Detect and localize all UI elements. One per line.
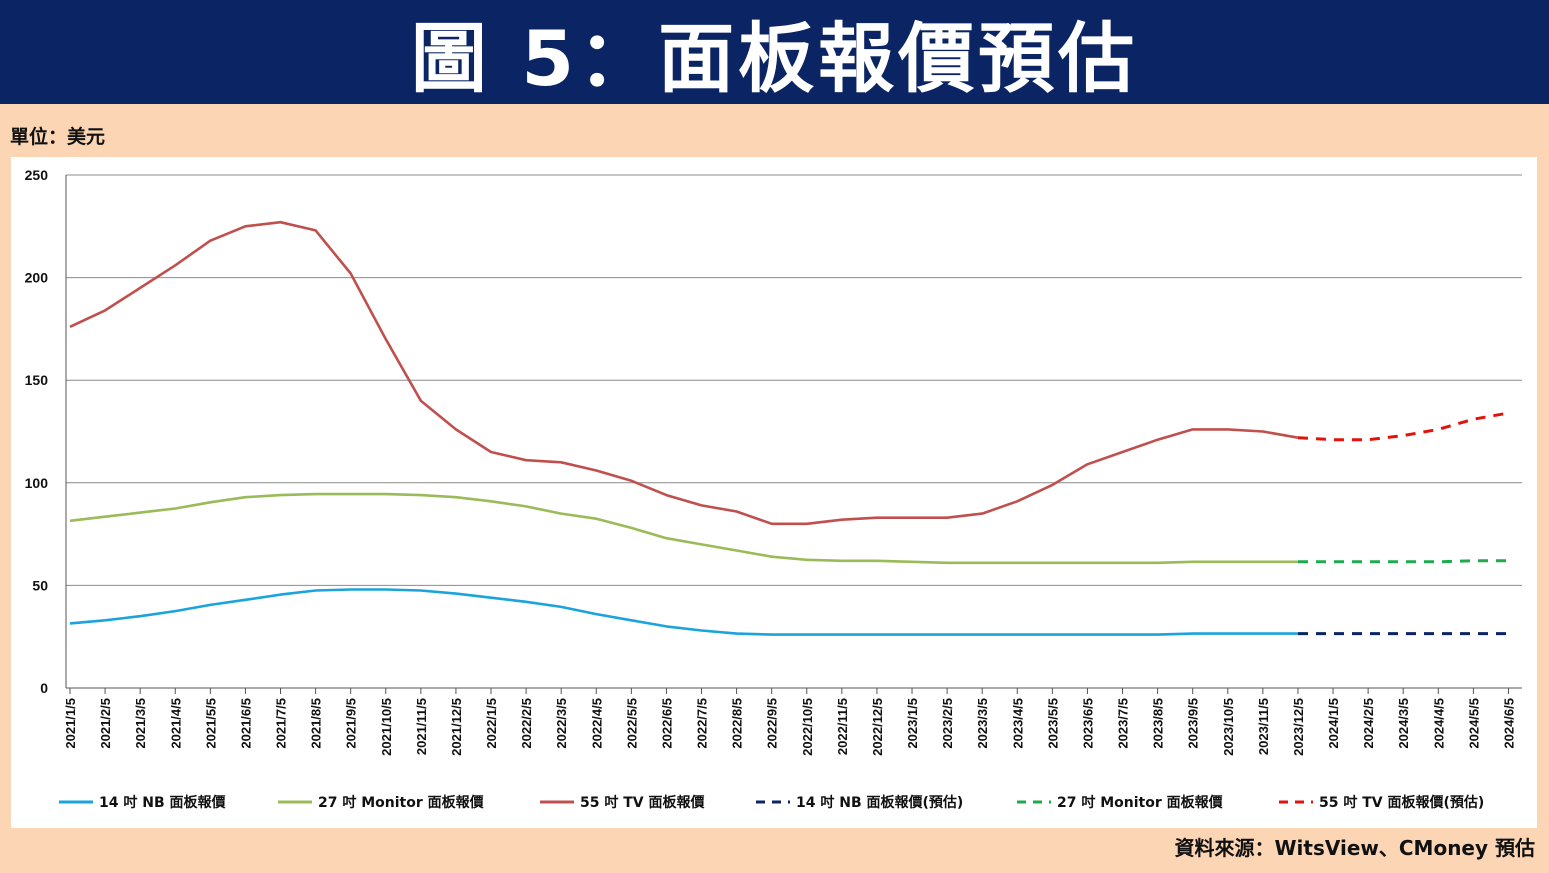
x-tick-label: 2022/2/5 xyxy=(519,698,534,749)
y-tick-label: 100 xyxy=(25,475,49,491)
y-tick-label: 50 xyxy=(32,577,48,593)
x-tick-label: 2023/11/5 xyxy=(1256,698,1271,755)
x-tick-label: 2023/3/5 xyxy=(975,698,990,749)
series-line-2 xyxy=(69,220,1299,526)
y-tick-label: 150 xyxy=(25,372,49,388)
series-line-4 xyxy=(1298,559,1509,564)
x-tick-label: 2021/11/5 xyxy=(414,698,429,755)
legend-label-1: 27 吋 Monitor 面板報價 xyxy=(318,794,485,811)
x-tick-label: 2023/10/5 xyxy=(1221,698,1236,756)
x-tick-label: 2021/10/5 xyxy=(379,698,394,756)
x-tick-label: 2021/3/5 xyxy=(133,698,148,749)
x-tick-label: 2024/6/5 xyxy=(1501,698,1516,749)
x-tick-label: 2023/7/5 xyxy=(1116,698,1131,749)
x-tick-label: 2022/8/5 xyxy=(730,698,745,749)
x-tick-label: 2022/4/5 xyxy=(589,698,604,749)
x-tick-label: 2023/4/5 xyxy=(1010,698,1025,749)
y-tick-label: 0 xyxy=(40,680,48,696)
legend-label-4: 27 吋 Monitor 面板報價 xyxy=(1057,794,1224,811)
legend-label-3: 14 吋 NB 面板報價(預估) xyxy=(796,794,963,811)
x-tick-label: 2021/4/5 xyxy=(168,698,183,749)
x-tick-label: 2021/1/5 xyxy=(63,698,78,749)
page-title: 圖 5：面板報價預估 xyxy=(410,14,1139,103)
x-tick-label: 2023/6/5 xyxy=(1080,698,1095,749)
y-tick-label: 200 xyxy=(25,270,49,286)
x-tick-label: 2024/4/5 xyxy=(1431,698,1446,749)
x-tick-label: 2021/9/5 xyxy=(344,698,359,749)
x-tick-label: 2022/9/5 xyxy=(765,698,780,749)
chart-panel: 0 50 100 150 200 250 2021/1/5 2021/2/5 2021/3/5 2… xyxy=(11,157,1537,828)
x-tick-label: 2021/6/5 xyxy=(238,698,253,749)
x-tick-label: 2023/8/5 xyxy=(1151,698,1166,749)
x-tick-label: 2021/8/5 xyxy=(309,698,324,749)
series-line-5 xyxy=(1297,411,1509,442)
x-tick-label: 2022/3/5 xyxy=(554,698,569,749)
x-tick-label: 2022/6/5 xyxy=(659,698,674,749)
legend-label-5: 55 吋 TV 面板報價(預估) xyxy=(1319,794,1484,811)
x-tick-label: 2023/5/5 xyxy=(1045,698,1060,749)
x-tick-label: 2021/5/5 xyxy=(203,698,218,749)
series-line-1 xyxy=(69,492,1298,565)
x-tick-label: 2024/2/5 xyxy=(1361,698,1376,749)
x-tick-label: 2022/10/5 xyxy=(800,698,815,756)
x-tick-label: 2023/1/5 xyxy=(905,698,920,749)
x-tick-label: 2024/3/5 xyxy=(1396,698,1411,749)
title-bar: 圖 5：面板報價預估 xyxy=(0,0,1549,104)
x-tick-label: 2022/1/5 xyxy=(484,698,499,749)
x-tick-label: 2023/12/5 xyxy=(1291,698,1306,756)
x-tick-label: 2023/9/5 xyxy=(1186,698,1201,749)
unit-label: 單位：美元 xyxy=(10,126,106,148)
x-tick-label: 2021/12/5 xyxy=(449,698,464,756)
x-tick-label: 2022/12/5 xyxy=(870,698,885,756)
x-tick-label: 2021/7/5 xyxy=(274,698,289,749)
x-tick-label: 2022/7/5 xyxy=(695,698,710,749)
legend-label-0: 14 吋 NB 面板報價 xyxy=(99,794,226,811)
x-tick-label: 2024/5/5 xyxy=(1466,698,1481,749)
x-tick-label: 2024/1/5 xyxy=(1326,698,1341,749)
source-note: 資料來源：WitsView、CMoney 預估 xyxy=(1174,836,1535,860)
x-tick-label: 2022/5/5 xyxy=(624,698,639,749)
line-chart: 0 50 100 150 200 250 2021/1/5 2021/2/5 2021/3/5 2… xyxy=(25,167,1522,811)
legend-label-2: 55 吋 TV 面板報價 xyxy=(580,794,705,811)
x-tick-label: 2021/2/5 xyxy=(98,698,113,749)
x-tick-label: 2023/2/5 xyxy=(940,698,955,749)
x-tick-label: 2022/11/5 xyxy=(835,698,850,755)
series-line-0 xyxy=(69,588,1298,636)
y-tick-label: 250 xyxy=(25,167,49,183)
